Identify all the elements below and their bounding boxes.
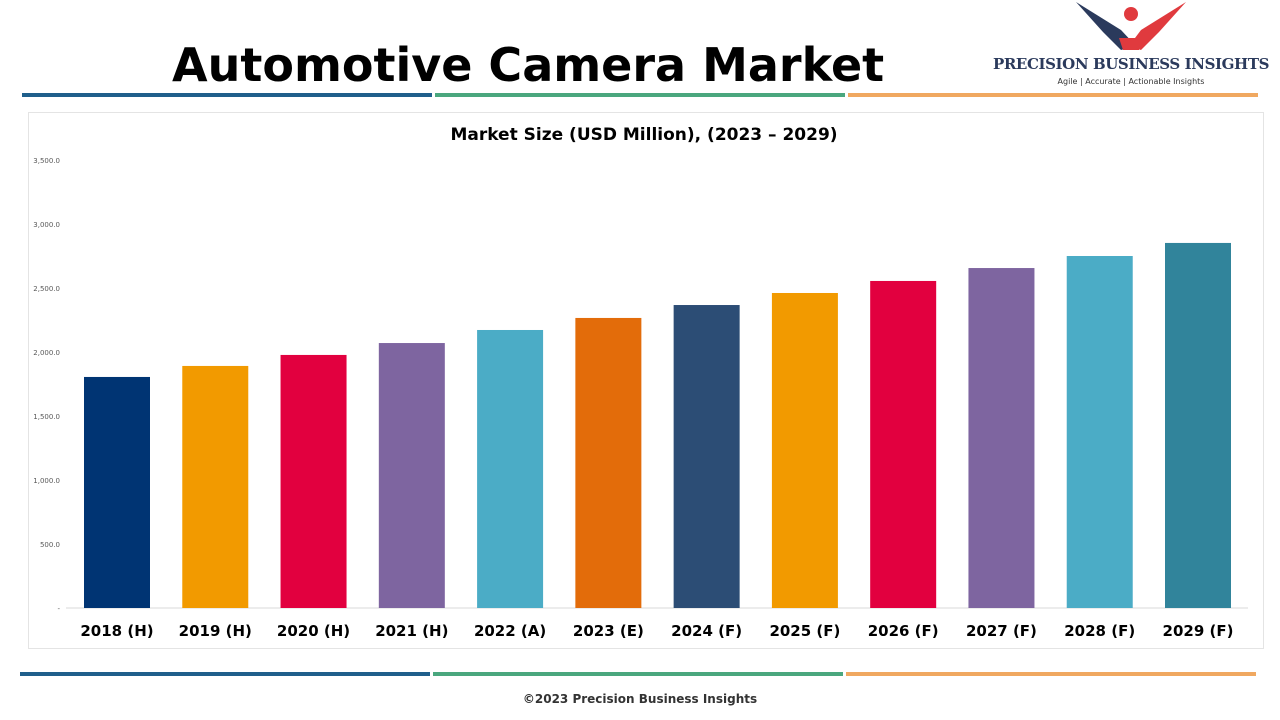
divider-bottom-blue bbox=[20, 672, 430, 676]
logo-name: PRECISION BUSINESS INSIGHTS bbox=[992, 55, 1270, 73]
x-tick-label: 2020 (H) bbox=[277, 622, 350, 640]
y-tick-label: 1,500.0 bbox=[33, 413, 60, 421]
divider-top-green bbox=[435, 93, 845, 97]
x-tick-label: 2023 (E) bbox=[573, 622, 644, 640]
x-tick-label: 2021 (H) bbox=[375, 622, 448, 640]
bar-2021-h bbox=[378, 343, 445, 608]
company-logo: PRECISION BUSINESS INSIGHTS Agile | Accu… bbox=[982, 0, 1280, 92]
y-tick-label: 3,000.0 bbox=[33, 221, 60, 229]
divider-bottom-orange bbox=[846, 672, 1256, 676]
x-tick-label: 2022 (A) bbox=[474, 622, 546, 640]
bar-2025-f bbox=[771, 292, 838, 608]
bar-2026-f bbox=[870, 280, 937, 608]
x-tick-label: 2028 (F) bbox=[1064, 622, 1135, 640]
bar-2027-f bbox=[968, 268, 1035, 608]
bar-2018-h bbox=[84, 376, 150, 608]
y-tick-label: 3,500.0 bbox=[33, 157, 60, 165]
divider-top-orange bbox=[848, 93, 1258, 97]
divider-bottom-green bbox=[433, 672, 843, 676]
x-tick-label: 2018 (H) bbox=[80, 622, 153, 640]
x-tick-label: 2025 (F) bbox=[769, 622, 840, 640]
bar-2028-f bbox=[1066, 256, 1133, 608]
x-tick-label: 2024 (F) bbox=[671, 622, 742, 640]
divider-top-blue bbox=[22, 93, 432, 97]
eagle-handshake-icon bbox=[1076, 2, 1186, 50]
bar-2020-h bbox=[280, 354, 347, 608]
y-tick-label: 500.0 bbox=[40, 541, 60, 549]
bar-2023-e bbox=[575, 317, 642, 608]
y-tick-label: 2,500.0 bbox=[33, 285, 60, 293]
y-tick-label: 1,000.0 bbox=[33, 477, 60, 485]
y-tick-label: - bbox=[57, 605, 60, 613]
page-title: Automotive Camera Market bbox=[172, 38, 885, 92]
bar-2022-a bbox=[477, 329, 544, 608]
bar-2029-f bbox=[1165, 242, 1231, 608]
chart-container bbox=[28, 112, 1264, 649]
footer-copyright: ©2023 Precision Business Insights bbox=[522, 692, 758, 706]
x-tick-label: 2027 (F) bbox=[966, 622, 1037, 640]
x-tick-label: 2029 (F) bbox=[1163, 622, 1234, 640]
bar-2024-f bbox=[673, 305, 740, 608]
chart-title: Market Size (USD Million), (2023 – 2029) bbox=[450, 125, 837, 145]
x-tick-label: 2019 (H) bbox=[179, 622, 252, 640]
logo-tagline: Agile | Accurate | Actionable Insights bbox=[1057, 77, 1205, 86]
x-tick-label: 2026 (F) bbox=[868, 622, 939, 640]
y-tick-label: 2,000.0 bbox=[33, 349, 60, 357]
bar-2019-h bbox=[182, 365, 249, 608]
